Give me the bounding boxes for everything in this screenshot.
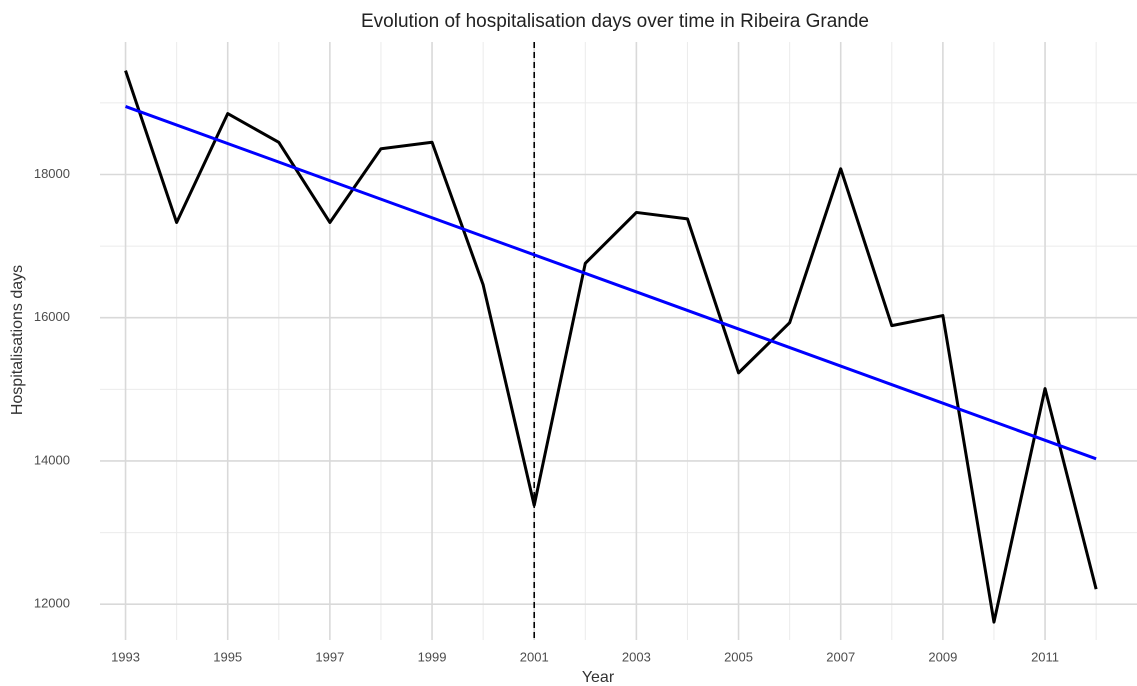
trend-line [125,105,1097,461]
y-tick-label: 18000 [34,166,70,181]
x-tick-label: 2011 [1031,649,1059,664]
x-tick-label: 1999 [418,649,447,664]
x-tick-label: 2009 [928,649,957,664]
x-tick-label: 2005 [724,649,753,664]
x-tick-label: 1997 [315,649,344,664]
grid: 12000 14000 16000 18000 1993 1995 1997 1999 2001… [34,42,1137,664]
x-tick-label: 2001 [520,649,549,664]
data-line [124,70,1098,624]
y-tick-label: 12000 [34,596,70,611]
y-axis-title: Hospitalisations days [9,265,26,415]
x-axis-title: Year [582,669,615,686]
y-tick-label: 14000 [34,452,70,467]
x-tick-label: 2003 [622,649,651,664]
y-tick-label: 16000 [34,309,70,324]
chart-title: Evolution of hospitalisation days over t… [361,11,869,32]
x-tick-label: 1995 [213,649,242,664]
marks [124,42,1098,640]
x-tick-label: 2007 [826,649,855,664]
x-tick-label: 1993 [111,649,140,664]
